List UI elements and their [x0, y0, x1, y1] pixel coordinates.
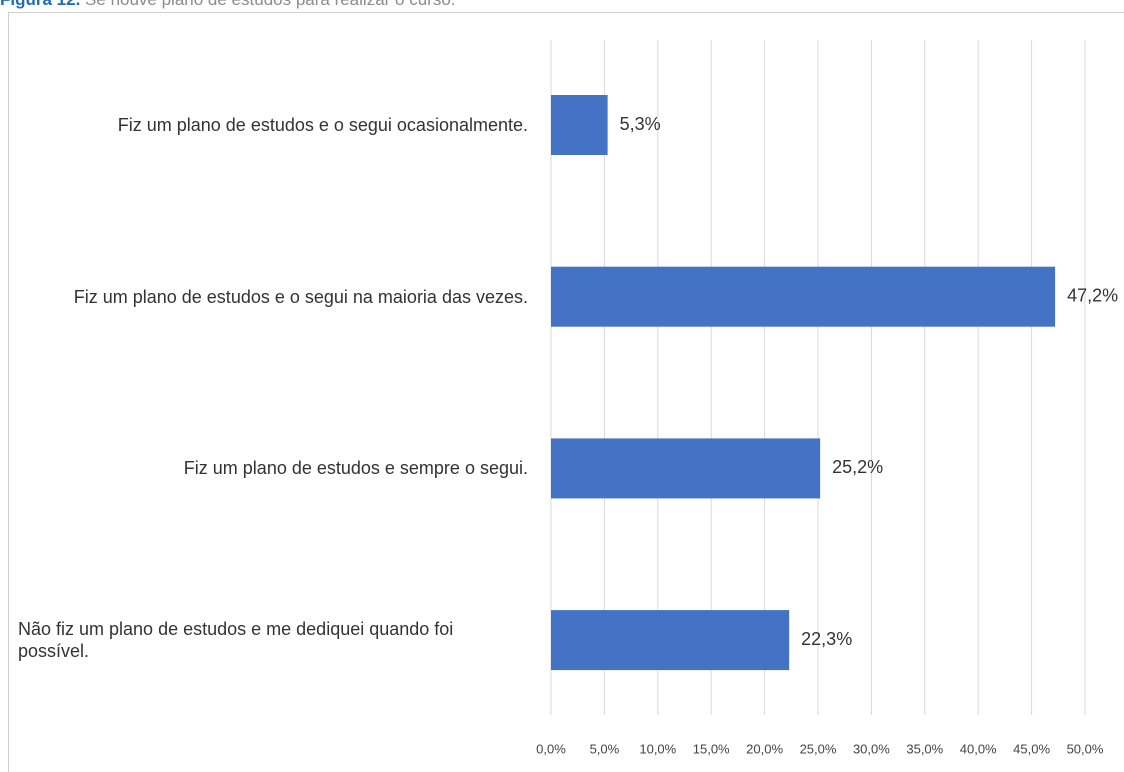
bar [551, 95, 608, 155]
x-tick-label: 5,0% [590, 741, 620, 756]
x-tick-label: 30,0% [853, 741, 890, 756]
data-label: 25,2% [832, 457, 883, 477]
data-label: 47,2% [1067, 285, 1118, 305]
x-tick-label: 25,0% [800, 741, 837, 756]
data-label: 22,3% [801, 629, 852, 649]
x-tick-label: 0,0% [536, 741, 566, 756]
y-tick-label: Não fiz um plano de estudos e me dedique… [18, 619, 454, 662]
title-text: Se houve plano de estudos para realizar … [85, 0, 455, 9]
chart-title: Figura 12. Se houve plano de estudos par… [0, 0, 456, 10]
bar [551, 438, 821, 499]
chart-frame [8, 12, 1124, 772]
y-tick-label: Fiz um plano de estudos e o segui ocasio… [117, 115, 528, 135]
figure-label: Figura 12. [0, 0, 80, 9]
x-tick-label: 40,0% [960, 741, 997, 756]
x-tick-label: 10,0% [639, 741, 676, 756]
x-tick-label: 50,0% [1067, 741, 1104, 756]
x-tick-label: 45,0% [1013, 741, 1050, 756]
x-tick-label: 15,0% [693, 741, 730, 756]
y-tick-label: Fiz um plano de estudos e o segui na mai… [73, 286, 528, 307]
x-tick-label: 20,0% [746, 741, 783, 756]
data-label: 5,3% [620, 114, 661, 134]
x-tick-label: 35,0% [906, 741, 943, 756]
bar [551, 610, 790, 671]
bar [551, 266, 1056, 327]
y-tick-label: Fiz um plano de estudos e sempre o segui… [183, 458, 528, 479]
